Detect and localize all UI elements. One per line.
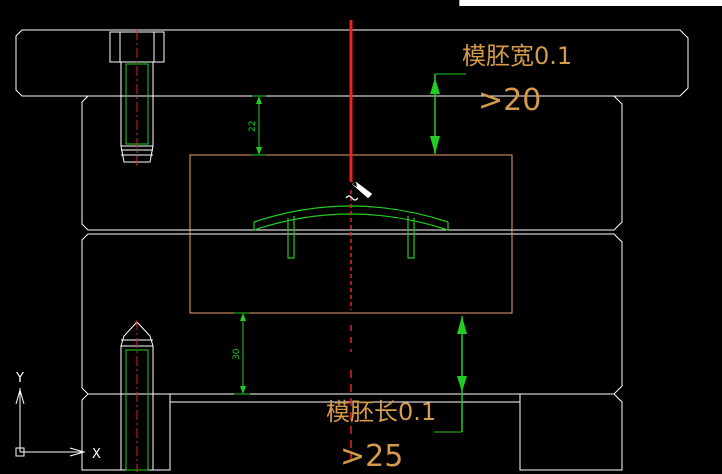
dimension-top-text: 22 [248,121,258,132]
length-value: >25 [340,439,403,474]
top-bolt[interactable] [109,30,165,166]
dimension-bottom[interactable]: 30 [232,312,250,395]
upper-a-plate [81,95,623,231]
width-value: >20 [478,83,541,118]
top-clamp-plate [15,29,689,97]
dimension-top[interactable]: 22 [248,95,266,156]
bottom-right-block [519,393,623,471]
width-label: 模胚宽0.1 [462,42,572,70]
ucs-x-label: X [92,447,101,462]
bottom-bolt[interactable] [120,320,154,472]
length-label: 模胚长0.1 [326,398,436,426]
length-annotation[interactable]: 模胚长0.1 >25 [326,316,467,474]
dimension-bottom-text: 30 [232,348,242,360]
pencil-cursor-icon [345,181,373,201]
width-annotation[interactable]: 模胚宽0.1 >20 [430,42,572,154]
lower-b-plate [81,233,623,395]
window-edge [459,0,722,6]
ucs-y-label: Y [15,371,24,386]
ucs-axis-icon: Y X [15,371,101,462]
